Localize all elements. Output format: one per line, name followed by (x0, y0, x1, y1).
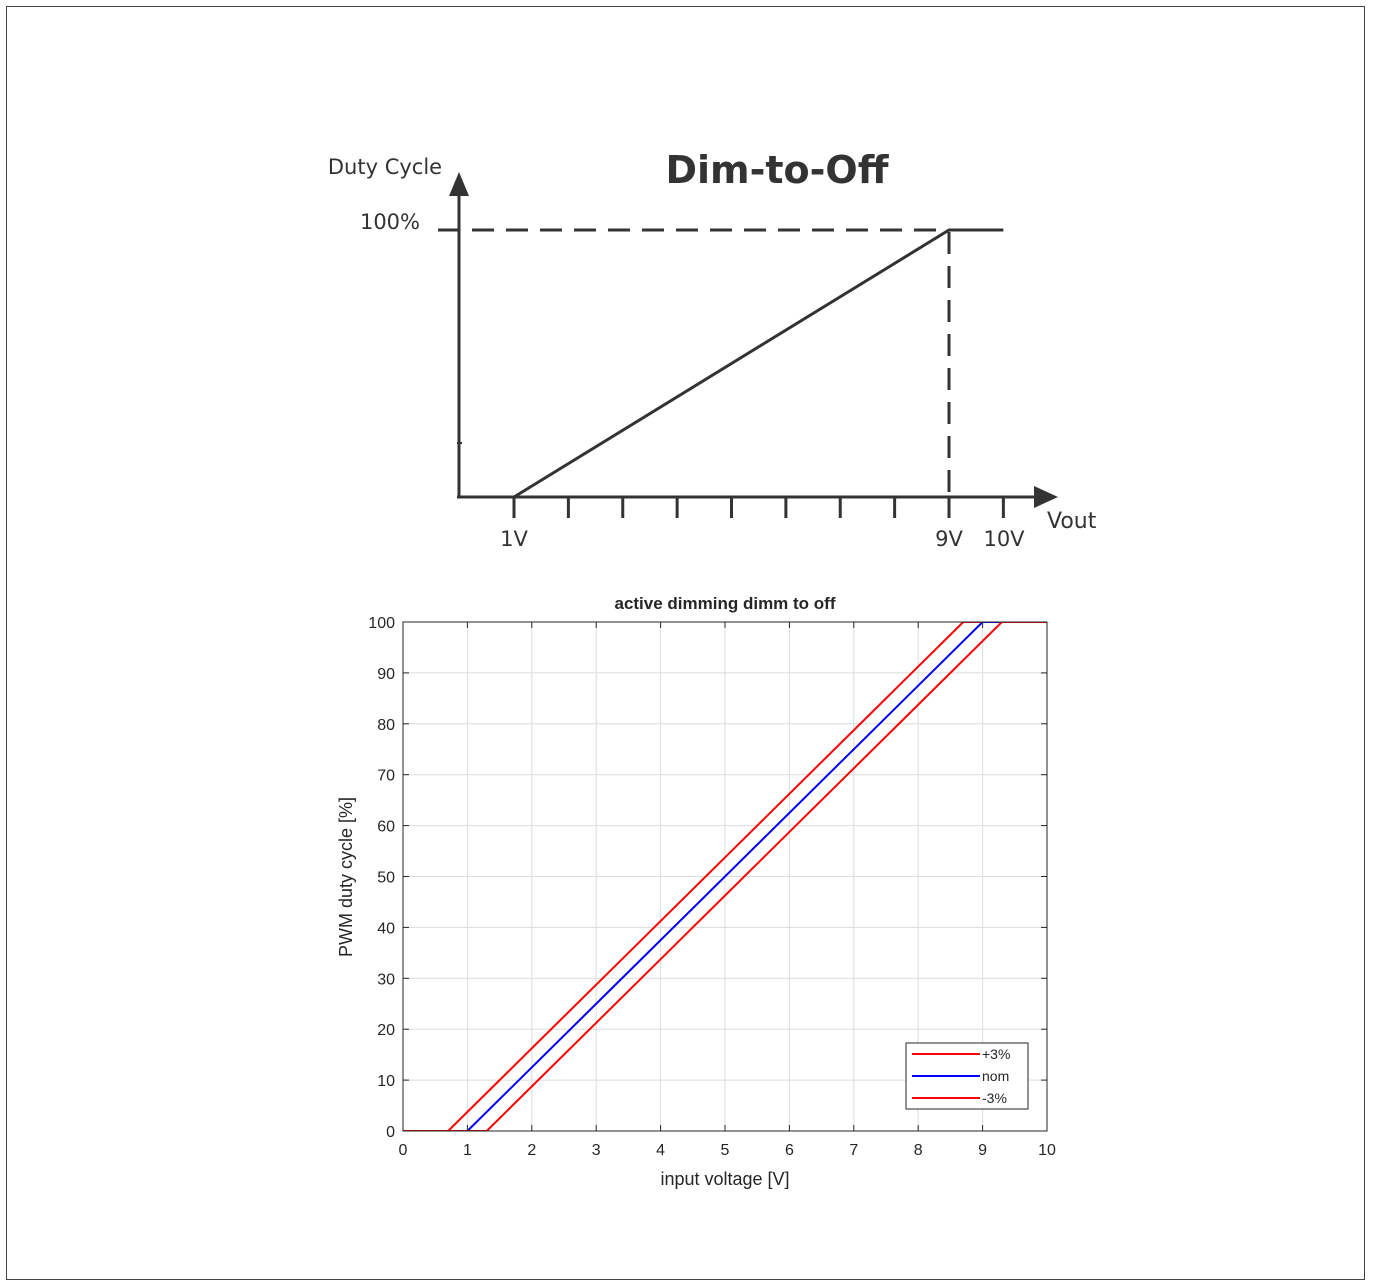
plot-x-tick-labels: 0 1 2 3 4 5 6 7 8 9 10 (399, 1142, 1056, 1159)
x-tick-label: 6 (785, 1142, 794, 1159)
plot-y-tick-labels: 0 10 20 30 40 50 60 70 80 90 100 (368, 615, 395, 1141)
page-border (6, 6, 1365, 1280)
x-tick-label: 2 (527, 1142, 536, 1159)
x-tick-label: 1 (463, 1142, 472, 1159)
y-tick-label: 70 (377, 768, 395, 785)
schematic-x-ticks (512, 497, 1005, 518)
schematic-x-tick-label-10v: 10V (983, 527, 1025, 551)
schematic-x-axis-label: Vout (1047, 509, 1097, 534)
schematic-x-tick-label-1v: 1V (500, 527, 528, 551)
series-line-1 (403, 622, 1047, 1131)
y-tick-label: 50 (377, 870, 395, 887)
y-tick-label: 0 (386, 1124, 395, 1141)
schematic-x-tick-label-9v: 9V (935, 527, 963, 551)
plot-ticks (402, 621, 1048, 1132)
legend-label-3: -3% (982, 1090, 1007, 1106)
x-tick-label: 0 (399, 1142, 408, 1159)
x-tick-label: 8 (914, 1142, 923, 1159)
y-tick-label: 80 (377, 717, 395, 734)
schematic-x-axis-arrow (1034, 486, 1058, 508)
y-tick-label: 100 (368, 615, 395, 632)
x-tick-label: 9 (978, 1142, 987, 1159)
y-tick-label: 40 (377, 920, 395, 937)
x-tick-label: 10 (1038, 1142, 1056, 1159)
y-tick-label: 10 (377, 1073, 395, 1090)
x-tick-label: 5 (721, 1142, 730, 1159)
schematic-duty-cycle-line (513, 228, 1004, 499)
y-tick-label: 90 (377, 666, 395, 683)
x-tick-label: 3 (592, 1142, 601, 1159)
schematic-title: Dim-to-Off (665, 148, 889, 192)
x-tick-label: 4 (656, 1142, 665, 1159)
plot-y-axis-label: PWM duty cycle [%] (336, 797, 356, 957)
series-line-3 (403, 622, 1047, 1131)
y-tick-label: 30 (377, 971, 395, 988)
schematic-y-axis-label: Duty Cycle (328, 155, 442, 179)
series-line-2 (403, 622, 1047, 1131)
schematic-y-tick-100: 100% (360, 210, 420, 234)
pwm-plot: active dimming dimm to off 0 1 2 3 4 5 6 7 8 9 10 … (336, 594, 1056, 1189)
plot-series (403, 622, 1047, 1131)
schematic-y-axis-arrow (449, 172, 469, 196)
x-tick-label: 7 (849, 1142, 858, 1159)
plot-legend: +3% nom -3% (905, 1042, 1029, 1110)
y-tick-label: 20 (377, 1022, 395, 1039)
y-tick-label: 60 (377, 819, 395, 836)
plot-x-axis-label: input voltage [V] (660, 1169, 789, 1189)
legend-label-2: nom (982, 1068, 1009, 1084)
legend-label-1: +3% (982, 1046, 1010, 1062)
plot-title: active dimming dimm to off (614, 594, 835, 613)
schematic-chart: Dim-to-Off Duty Cycle Vout 100% 1V 9V 10… (328, 148, 1097, 551)
